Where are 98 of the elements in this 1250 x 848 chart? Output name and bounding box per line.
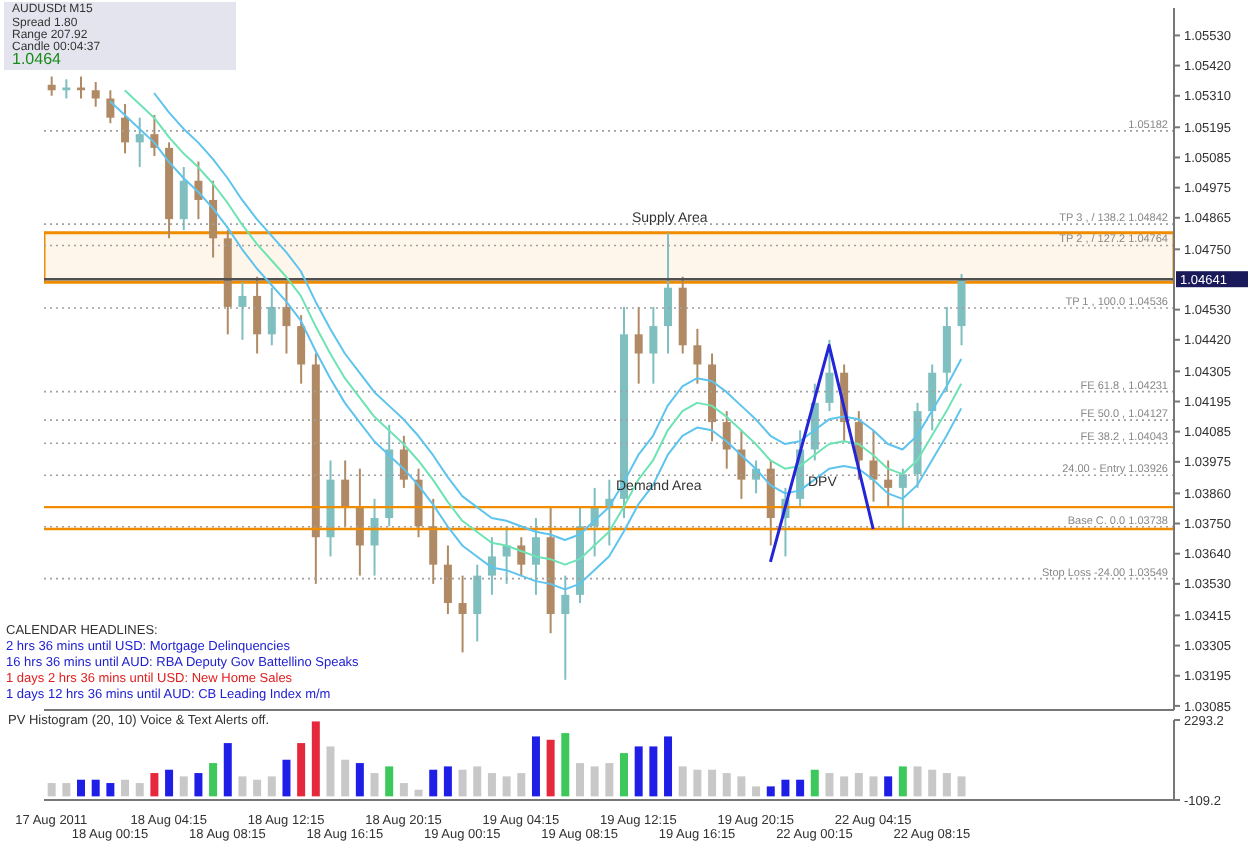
bar bbox=[605, 763, 614, 797]
bar bbox=[752, 786, 761, 797]
bar bbox=[825, 773, 834, 797]
bar bbox=[620, 753, 629, 797]
candlestick bbox=[693, 327, 702, 385]
bar bbox=[957, 776, 966, 797]
bar bbox=[165, 769, 174, 797]
bar bbox=[238, 776, 247, 797]
bar bbox=[370, 773, 379, 797]
bar bbox=[194, 773, 203, 797]
bar bbox=[810, 769, 819, 797]
bar bbox=[399, 783, 408, 797]
bar bbox=[664, 736, 673, 797]
candlestick bbox=[884, 459, 893, 509]
bar bbox=[135, 783, 144, 797]
bar bbox=[561, 733, 570, 797]
bar bbox=[106, 783, 115, 797]
candlestick bbox=[664, 231, 673, 355]
candlestick bbox=[898, 467, 907, 531]
bar bbox=[326, 746, 335, 797]
candlestick bbox=[957, 272, 966, 347]
candlestick bbox=[649, 305, 658, 385]
candlestick bbox=[399, 434, 408, 489]
bar bbox=[341, 759, 350, 797]
bar bbox=[77, 779, 86, 797]
bar bbox=[267, 776, 276, 797]
bar bbox=[722, 773, 731, 797]
candlestick bbox=[942, 305, 951, 393]
bar bbox=[223, 743, 232, 797]
bar bbox=[766, 786, 775, 797]
bar bbox=[385, 766, 394, 797]
candlestick bbox=[47, 75, 56, 97]
candlestick bbox=[487, 536, 496, 596]
bar bbox=[678, 766, 687, 797]
bar bbox=[898, 766, 907, 797]
bar bbox=[693, 769, 702, 797]
candlestick bbox=[825, 338, 834, 413]
bar bbox=[502, 776, 511, 797]
bar bbox=[913, 766, 922, 797]
candlestick bbox=[253, 275, 262, 355]
candlestick bbox=[209, 179, 218, 259]
candlestick bbox=[135, 116, 144, 169]
bar bbox=[473, 766, 482, 797]
bar bbox=[414, 789, 423, 797]
bar bbox=[62, 783, 71, 797]
candlestick bbox=[282, 281, 291, 355]
candlestick bbox=[634, 305, 643, 385]
bar bbox=[575, 763, 584, 797]
candlestick bbox=[458, 574, 467, 654]
bar bbox=[150, 773, 159, 797]
candlestick bbox=[429, 497, 438, 585]
bar bbox=[840, 776, 849, 797]
bar bbox=[458, 769, 467, 797]
candlestick bbox=[121, 102, 130, 155]
bar bbox=[282, 759, 291, 797]
bar bbox=[869, 776, 878, 797]
bar bbox=[781, 779, 790, 797]
candlestick bbox=[91, 81, 100, 108]
bar bbox=[429, 769, 438, 797]
bar bbox=[649, 746, 658, 797]
bar bbox=[590, 766, 599, 797]
bar bbox=[311, 721, 320, 797]
bar bbox=[737, 776, 746, 797]
bar bbox=[179, 776, 188, 797]
bar bbox=[884, 776, 893, 797]
candlestick bbox=[443, 544, 452, 616]
candlestick bbox=[106, 89, 115, 125]
bar bbox=[209, 763, 218, 797]
bar bbox=[355, 763, 364, 797]
candlestick bbox=[297, 314, 306, 385]
bar bbox=[253, 779, 262, 797]
candlestick bbox=[473, 563, 482, 643]
bar bbox=[942, 773, 951, 797]
bar bbox=[517, 773, 526, 797]
bar bbox=[796, 779, 805, 797]
candlestick bbox=[531, 517, 540, 596]
bar bbox=[121, 779, 130, 797]
bar bbox=[634, 746, 643, 797]
candlestick bbox=[869, 429, 878, 503]
candlestick bbox=[561, 574, 570, 681]
bar bbox=[531, 736, 540, 797]
bar bbox=[47, 783, 56, 797]
candlestick bbox=[238, 281, 247, 341]
candlestick bbox=[267, 286, 276, 347]
bar bbox=[708, 769, 717, 797]
bar bbox=[546, 739, 555, 797]
candlestick bbox=[928, 363, 937, 432]
bar bbox=[297, 743, 306, 797]
candlestick bbox=[179, 166, 188, 232]
bar bbox=[91, 779, 100, 797]
bar bbox=[443, 766, 452, 797]
annotation: 1.0464 bbox=[12, 50, 61, 68]
bar bbox=[928, 769, 937, 797]
bar bbox=[487, 773, 496, 797]
candlestick bbox=[341, 459, 350, 528]
bar bbox=[854, 773, 863, 797]
candlestick bbox=[737, 429, 746, 500]
candlestick bbox=[517, 536, 526, 577]
